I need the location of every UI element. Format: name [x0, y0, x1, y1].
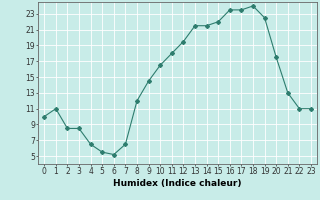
X-axis label: Humidex (Indice chaleur): Humidex (Indice chaleur)	[113, 179, 242, 188]
